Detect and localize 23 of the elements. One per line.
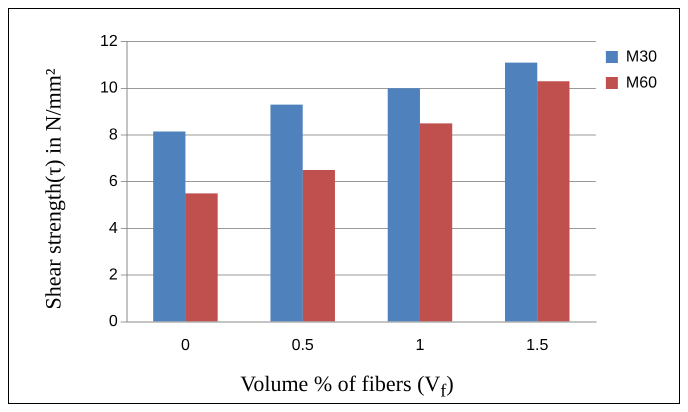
y-tick-label: 4 [108,220,118,237]
y-tick-label: 8 [108,126,118,144]
y-tick-label: 2 [108,266,118,284]
x-tick-label: 1 [416,336,425,354]
legend-label: M30 [626,48,658,66]
y-tick-label: 10 [100,80,118,97]
x-tick-label: 0 [180,336,190,354]
bar [388,88,420,322]
bar [270,104,303,322]
bar [153,132,186,322]
legend-label: M60 [626,74,658,92]
y-tick-label: 12 [100,33,118,50]
x-tick-label: 0.5 [292,336,314,354]
bar [420,123,452,322]
y-tick-label: 6 [108,173,118,190]
bar [504,62,538,322]
x-tick-label: 1.5 [526,336,548,354]
bar [302,170,335,322]
bar [185,193,218,322]
x-axis-title: Volume % of fibers (V$_{f}$) [239,371,455,402]
y-tick-label: 0 [108,313,118,330]
y-axis-title: Shear strength(τ) in N/mm² [40,68,66,310]
bar [537,81,570,322]
